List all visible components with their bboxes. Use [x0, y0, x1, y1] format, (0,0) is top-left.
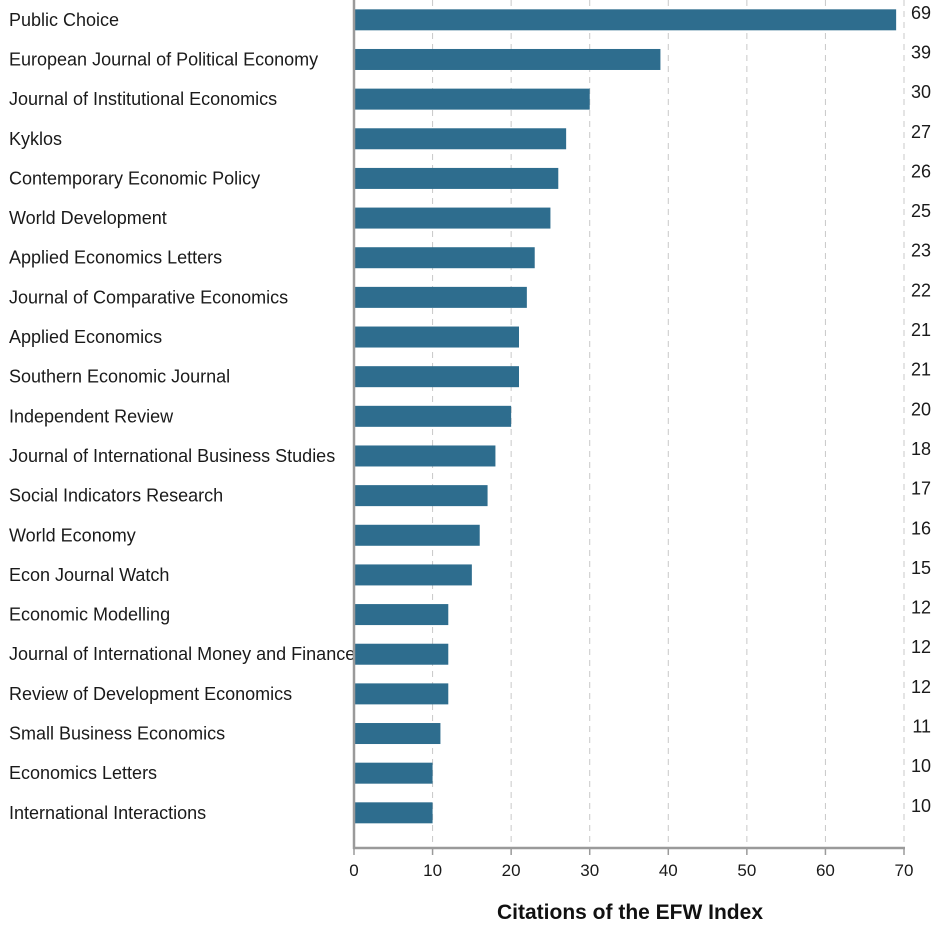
category-label: Southern Economic Journal [9, 367, 230, 387]
value-label: 27 [911, 122, 931, 142]
bar [355, 48, 661, 70]
bar [355, 286, 527, 308]
x-tick-label: 70 [895, 861, 914, 880]
bar [355, 405, 512, 427]
category-label: World Economy [9, 525, 136, 545]
bar [355, 9, 897, 31]
category-label: Small Business Economics [9, 724, 225, 744]
value-label: 11 [912, 717, 931, 737]
value-label: 15 [911, 558, 931, 578]
bar [355, 643, 449, 665]
category-label: Journal of Institutional Economics [9, 89, 277, 109]
value-label: 23 [911, 241, 931, 261]
bar [355, 723, 441, 745]
category-label: Independent Review [9, 406, 174, 426]
x-tick-label: 0 [349, 861, 358, 880]
category-label: Journal of Comparative Economics [9, 287, 288, 307]
bar [355, 802, 433, 824]
value-labels: 69 39 30 27 26 25 23 22 21 21 20 18 17 16 15 12 12 12 11 10… [911, 3, 931, 816]
bar [355, 445, 496, 467]
category-label: Applied Economics [9, 327, 162, 347]
value-label: 69 [911, 3, 931, 23]
value-label: 10 [911, 796, 931, 816]
value-label: 39 [911, 42, 931, 62]
category-label: Contemporary Economic Policy [9, 168, 260, 188]
category-label: Applied Economics Letters [9, 248, 222, 268]
category-labels: Public Choice European Journal of Politic… [9, 10, 355, 823]
value-label: 20 [911, 399, 931, 419]
value-label: 25 [911, 201, 931, 221]
x-tick-label: 50 [737, 861, 756, 880]
category-label: Journal of International Business Studie… [9, 446, 335, 466]
x-tick-label: 40 [659, 861, 678, 880]
bar [355, 128, 567, 150]
x-tick-label: 60 [816, 861, 835, 880]
bar [355, 366, 519, 388]
category-label: Public Choice [9, 10, 119, 30]
x-axis-title: Citations of the EFW Index [497, 901, 763, 924]
category-label: Social Indicators Research [9, 486, 223, 506]
category-label: Journal of International Money and Finan… [9, 644, 355, 664]
bars [355, 9, 897, 824]
value-label: 22 [911, 280, 931, 300]
category-label: Economic Modelling [9, 605, 170, 625]
x-tick-label: 10 [423, 861, 442, 880]
category-label: Review of Development Economics [9, 684, 292, 704]
bar [355, 88, 590, 110]
value-label: 18 [911, 439, 931, 459]
bar [355, 524, 480, 546]
category-label: World Development [9, 208, 167, 228]
value-label: 12 [911, 598, 931, 618]
bar [355, 564, 472, 586]
bar [355, 247, 535, 269]
bar [355, 167, 559, 189]
category-label: European Journal of Political Economy [9, 49, 318, 69]
bar [355, 207, 551, 229]
category-label: International Interactions [9, 803, 206, 823]
x-tick-label: 30 [580, 861, 599, 880]
value-label: 26 [911, 161, 931, 181]
category-label: Econ Journal Watch [9, 565, 169, 585]
value-label: 30 [911, 82, 931, 102]
category-label: Economics Letters [9, 763, 157, 783]
value-label: 12 [911, 677, 931, 697]
value-label: 16 [911, 518, 931, 538]
category-label: Kyklos [9, 129, 62, 149]
value-label: 21 [911, 320, 931, 340]
bar [355, 683, 449, 705]
value-label: 10 [911, 756, 931, 776]
value-label: 12 [911, 637, 931, 657]
x-tick-label: 20 [502, 861, 521, 880]
x-ticks: 0 10 20 30 40 50 60 70 [349, 848, 913, 880]
bar [355, 762, 433, 784]
bar [355, 326, 519, 348]
axes [352, 0, 905, 850]
bar [355, 604, 449, 626]
bar [355, 485, 488, 507]
value-label: 21 [911, 360, 931, 380]
value-label: 17 [911, 479, 931, 499]
